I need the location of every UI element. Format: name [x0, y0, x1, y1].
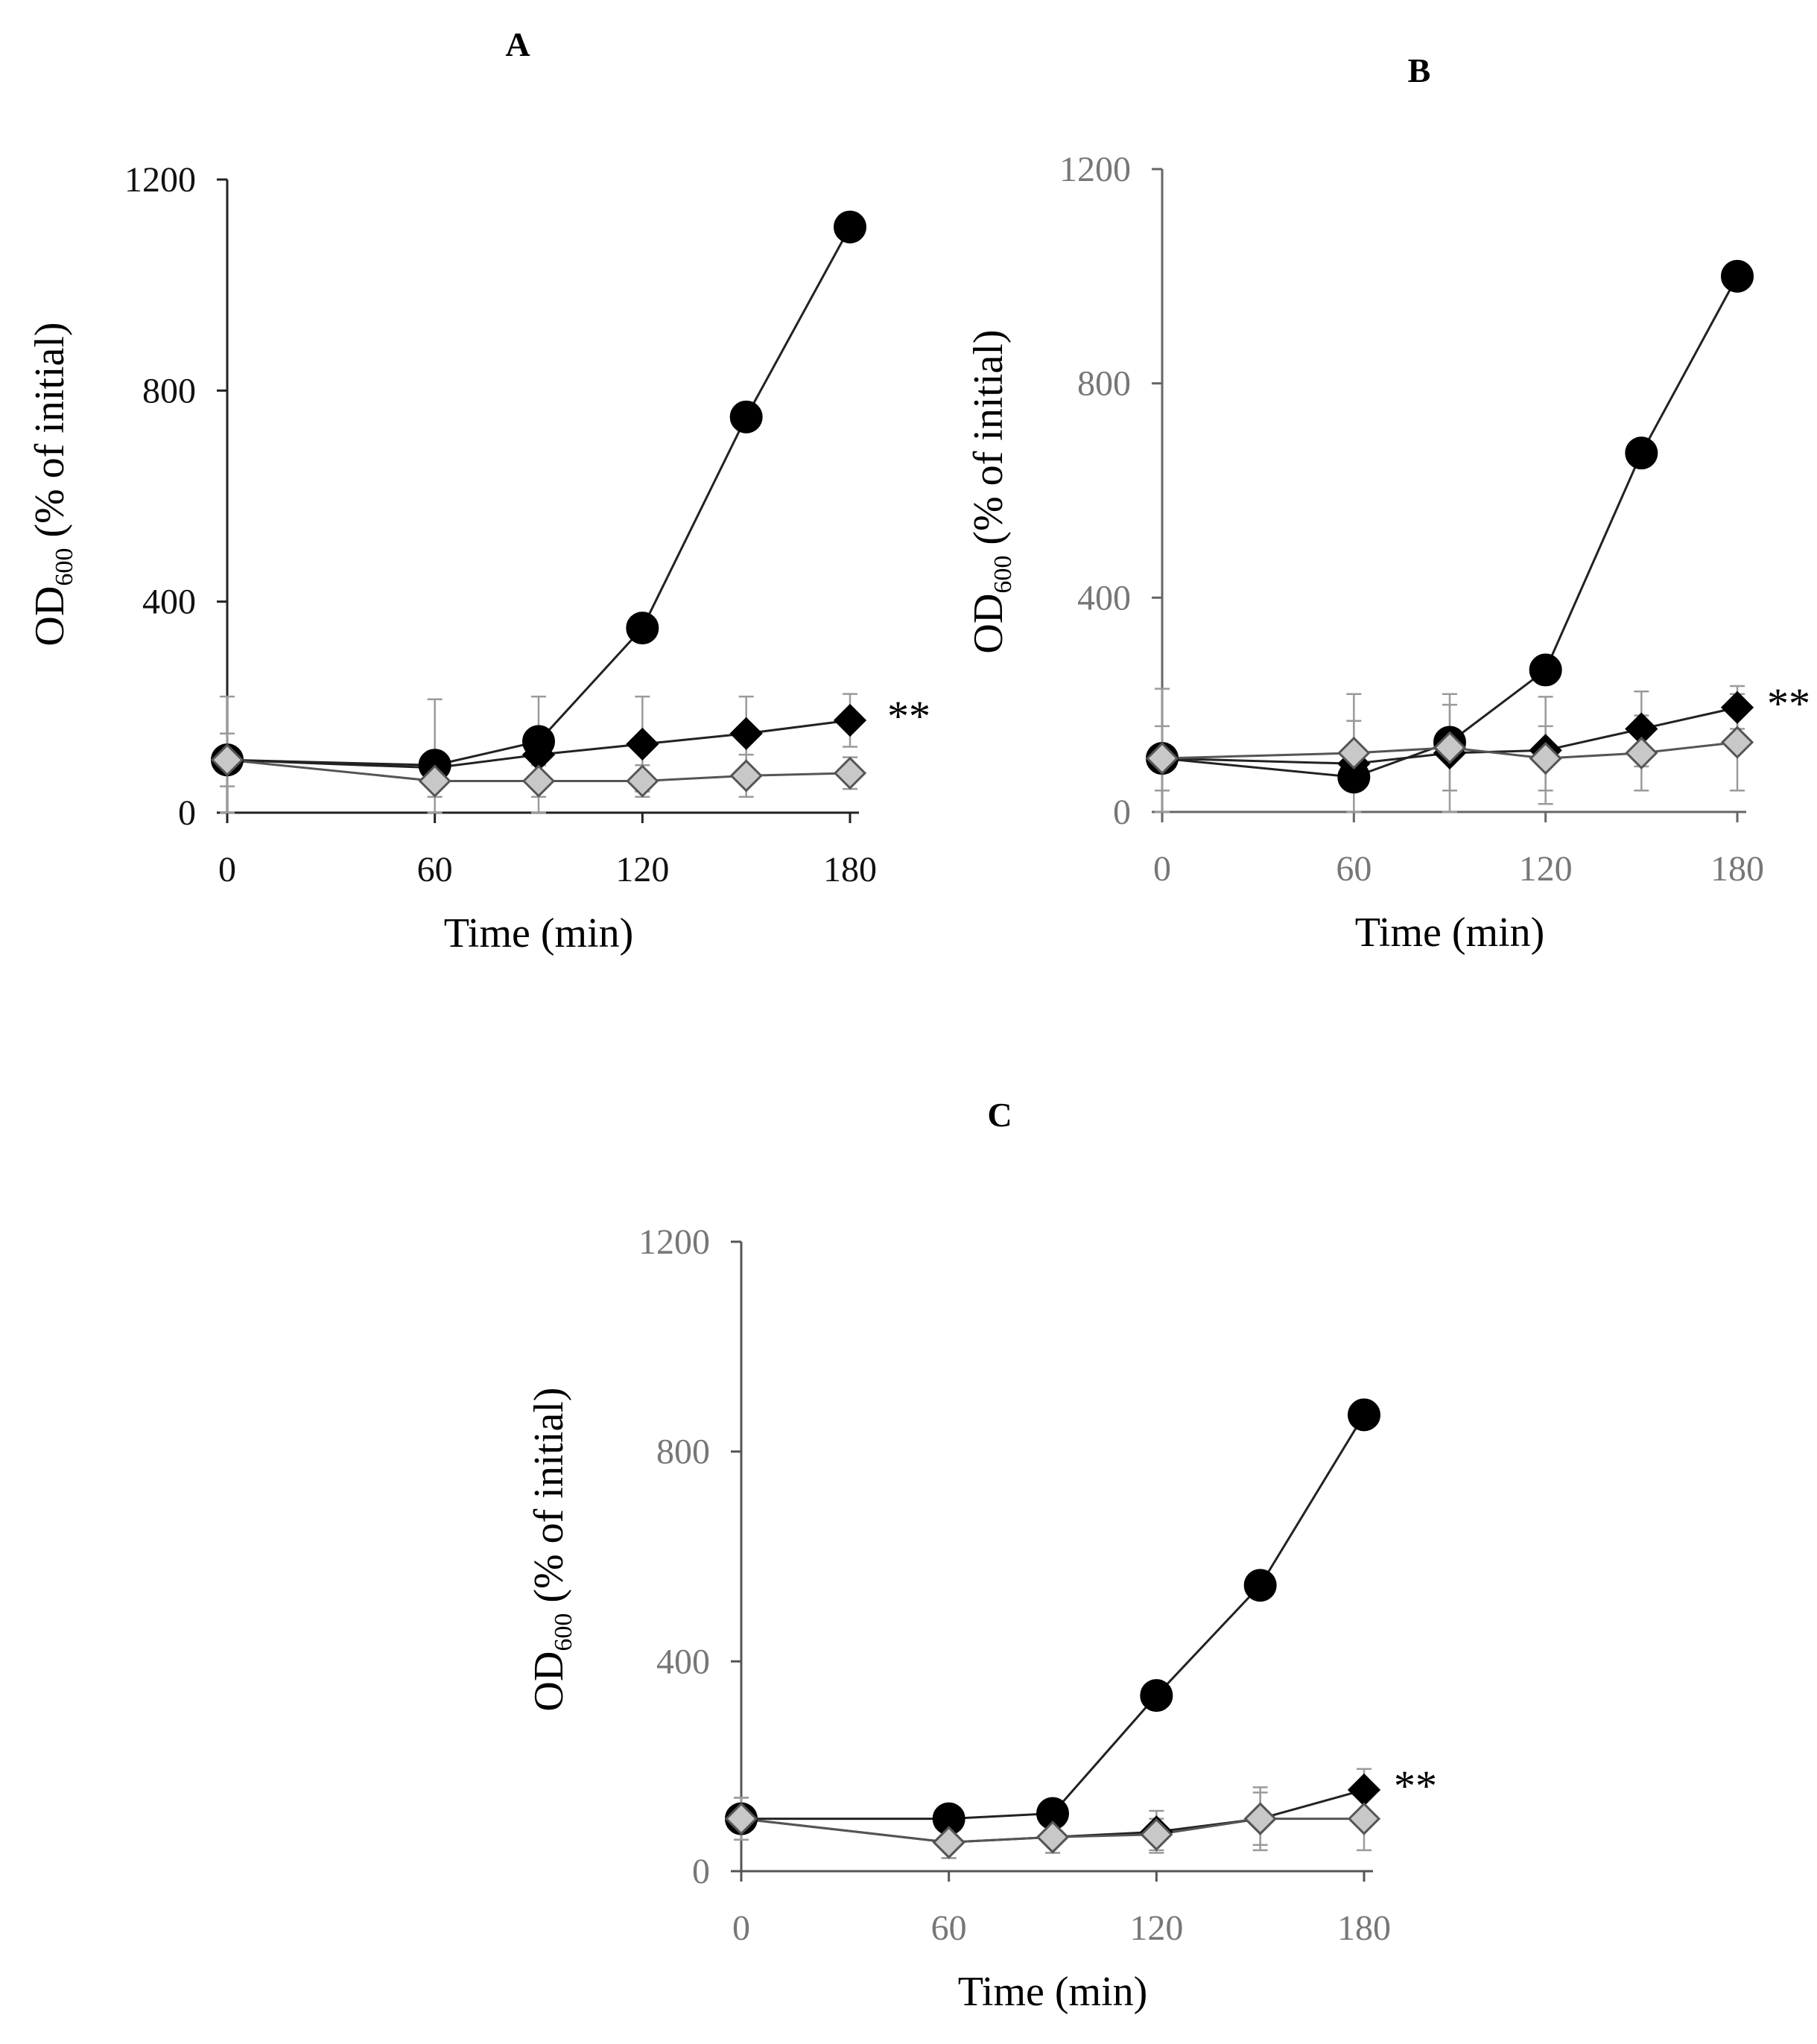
data-point-diamond — [1347, 1802, 1381, 1835]
data-point-diamond — [833, 703, 867, 737]
data-point-diamond — [724, 1802, 758, 1835]
data-point-circle — [1243, 1569, 1277, 1602]
chart-title: B — [1408, 51, 1431, 89]
y-axis-label-main: OD — [27, 586, 73, 647]
data-point-diamond — [1720, 691, 1754, 724]
x-tick-label: 180 — [823, 850, 877, 889]
x-tick-label: 180 — [1710, 849, 1764, 889]
significance-marker: ** — [1767, 679, 1810, 728]
chart-panel-a: A 0 400 800 1200 0 60 120 180 Time (min) OD600 (% … — [0, 0, 939, 998]
y-tick-label: 0 — [1113, 793, 1131, 832]
x-tick-label: 0 — [732, 1908, 750, 1948]
data-point-diamond — [1140, 1818, 1173, 1851]
series-line — [226, 719, 851, 769]
y-axis-label-rest: (% of initial) — [965, 329, 1012, 555]
data-point-circle — [834, 210, 866, 244]
y-axis-label: OD600 (% of initial) — [965, 329, 1017, 653]
x-tick-label: 60 — [1336, 849, 1372, 889]
data-point-diamond — [729, 717, 763, 750]
y-axis-label-subscript: 600 — [51, 548, 78, 586]
y-tick-label: 400 — [1077, 578, 1131, 618]
data-point-diamond — [932, 1826, 965, 1859]
y-tick-label: 400 — [142, 583, 196, 622]
series-line — [741, 1414, 1366, 1821]
series-line — [741, 1818, 1364, 1844]
y-tick-label: 1200 — [1059, 150, 1131, 189]
data-point-diamond — [1337, 736, 1371, 770]
chart-title: C — [987, 1096, 1012, 1134]
x-tick-label: 60 — [417, 850, 453, 889]
series-line — [1161, 706, 1738, 765]
x-axis-label: Time (min) — [1355, 910, 1545, 956]
y-tick-label: 800 — [142, 371, 196, 410]
y-axis-label-main: OD — [965, 594, 1012, 654]
data-point-circle — [1721, 259, 1754, 293]
y-tick-label: 1200 — [638, 1222, 710, 1262]
x-tick-label: 120 — [615, 850, 669, 889]
x-tick-label: 0 — [1153, 849, 1171, 889]
series-black-circles — [741, 1414, 1366, 1821]
data-point-diamond — [521, 764, 556, 798]
data-point-circle — [626, 612, 659, 645]
data-point-diamond — [1036, 1821, 1070, 1854]
series-line — [226, 226, 852, 766]
significance-marker: ** — [1394, 1762, 1437, 1810]
y-axis-label: OD600 (% of initial) — [526, 1387, 577, 1711]
chart-panel-c: C 0 400 800 1200 0 60 120 180 Time (min) OD600 (% … — [492, 1043, 1437, 2044]
chart-title: A — [505, 25, 530, 63]
y-axis-label-rest: (% of initial) — [526, 1387, 572, 1613]
y-tick-label: 1200 — [124, 160, 196, 200]
significance-marker: ** — [887, 692, 930, 740]
y-axis-label-main: OD — [526, 1651, 572, 1712]
data-point-diamond — [729, 759, 763, 793]
x-tick-label: 120 — [1519, 849, 1573, 889]
data-point-diamond — [1243, 1802, 1277, 1835]
y-tick-label: 400 — [656, 1642, 710, 1681]
series-line — [1161, 741, 1738, 760]
chart-a: A 0 400 800 1200 0 60 120 180 Time (min) OD600 (% … — [27, 25, 930, 956]
y-tick-label: 0 — [692, 1852, 710, 1891]
data-point-diamond — [1625, 736, 1658, 770]
y-tick-label: 0 — [178, 793, 196, 833]
y-axis-label: OD600 (% of initial) — [27, 322, 78, 646]
series-line — [226, 758, 851, 782]
series-black-circles — [1161, 276, 1739, 778]
x-tick-label: 60 — [931, 1908, 967, 1948]
chart-panel-b: B 0 400 800 1200 0 60 120 180 Time (min) OD600 (% … — [939, 0, 1817, 998]
data-point-diamond — [1433, 731, 1467, 764]
data-point-diamond — [626, 727, 659, 761]
series-line — [1161, 276, 1739, 778]
y-tick-label: 800 — [656, 1432, 710, 1472]
data-point-diamond — [1720, 726, 1754, 759]
data-point-circle — [729, 400, 763, 434]
x-axis-label: Time (min) — [444, 910, 634, 956]
chart-b: B 0 400 800 1200 0 60 120 180 Time (min) OD600 (% … — [965, 51, 1810, 956]
y-axis-label-rest: (% of initial) — [27, 322, 73, 548]
data-point-diamond — [418, 764, 451, 798]
series-black-circles — [226, 226, 852, 766]
y-tick-label: 800 — [1077, 364, 1131, 404]
data-point-diamond — [1529, 741, 1562, 775]
y-axis-label-subscript: 600 — [550, 1613, 577, 1651]
data-point-circle — [1625, 437, 1658, 470]
chart-c: C 0 400 800 1200 0 60 120 180 Time (min) OD600 (% … — [526, 1096, 1437, 2015]
data-point-diamond — [1145, 741, 1179, 775]
data-point-diamond — [833, 756, 867, 790]
x-tick-label: 0 — [218, 850, 236, 889]
x-tick-label: 180 — [1337, 1908, 1391, 1948]
data-point-circle — [1140, 1679, 1173, 1713]
x-tick-label: 120 — [1129, 1908, 1183, 1948]
data-point-circle — [1529, 653, 1562, 687]
x-axis-label: Time (min) — [958, 1969, 1148, 2015]
data-point-circle — [1348, 1398, 1380, 1432]
data-point-diamond — [1347, 1773, 1381, 1806]
data-point-diamond — [626, 764, 659, 798]
y-axis-label-subscript: 600 — [989, 556, 1017, 594]
data-point-diamond — [210, 743, 244, 777]
